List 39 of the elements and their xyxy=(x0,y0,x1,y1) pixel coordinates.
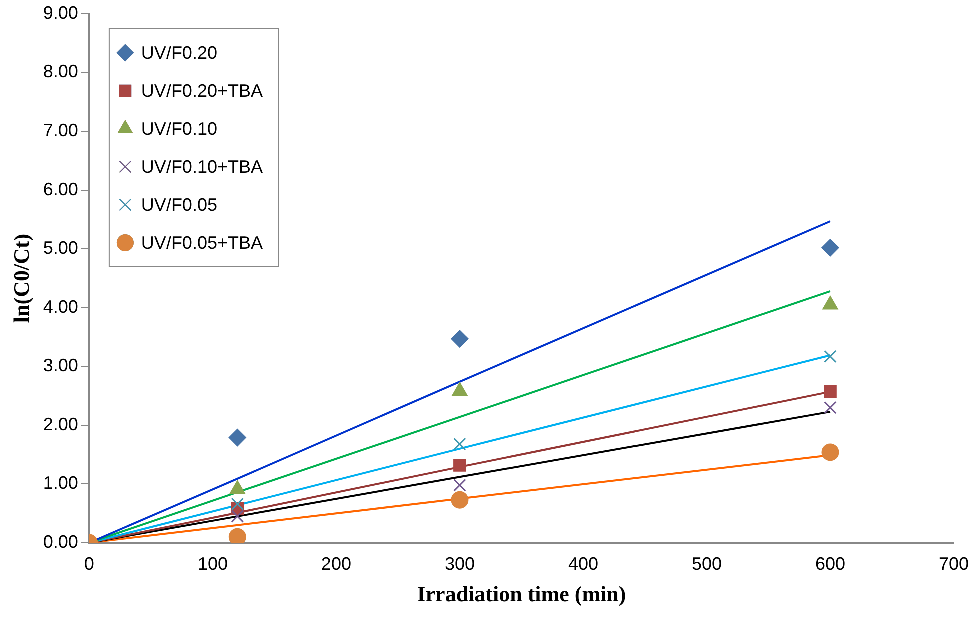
y-tick-label: 6.00 xyxy=(43,179,78,200)
point xyxy=(231,510,244,523)
y-tick-label: 4.00 xyxy=(43,296,78,317)
y-tick-label: 3.00 xyxy=(43,356,78,376)
point xyxy=(454,478,466,492)
point xyxy=(451,491,469,509)
point xyxy=(451,330,469,348)
legend-label: UV/F0.20 xyxy=(141,42,218,63)
x-axis-title: Irradiation time (min) xyxy=(417,581,626,606)
y-tick-label: 1.00 xyxy=(43,473,78,494)
x-tick-label: 100 xyxy=(198,554,228,574)
x-tick-label: 600 xyxy=(815,554,846,574)
point xyxy=(822,444,840,462)
y-tick-label: 5.00 xyxy=(43,238,78,258)
legend-label: UV/F0.10+TBA xyxy=(141,156,263,177)
y-axis-title: ln(C0/Ct) xyxy=(8,234,34,324)
point xyxy=(822,239,840,257)
legend-label: UV/F0.05+TBA xyxy=(141,232,263,253)
y-tick-label: 0.00 xyxy=(43,532,78,552)
x-tick-label: 200 xyxy=(321,554,352,574)
legend-label: UV/F0.10 xyxy=(141,118,218,139)
point xyxy=(228,429,246,447)
point xyxy=(824,386,837,398)
y-tick-label: 8.00 xyxy=(43,62,78,82)
point xyxy=(824,350,837,364)
y-tick-label: 7.00 xyxy=(43,120,78,141)
point xyxy=(454,459,466,472)
y-tick-label: 2.00 xyxy=(43,414,78,434)
legend-label: UV/F0.05 xyxy=(141,194,218,215)
legend-label: UV/F0.20+TBA xyxy=(141,80,263,101)
x-tick-label: 300 xyxy=(444,554,475,574)
x-tick-label: 0 xyxy=(84,554,94,574)
point xyxy=(824,401,837,414)
point xyxy=(231,498,244,511)
point xyxy=(454,438,466,451)
x-tick-label: 400 xyxy=(568,554,598,574)
y-tick-label: 9.00 xyxy=(43,2,78,23)
x-tick-label: 700 xyxy=(938,554,970,574)
x-tick-label: 500 xyxy=(692,554,722,574)
